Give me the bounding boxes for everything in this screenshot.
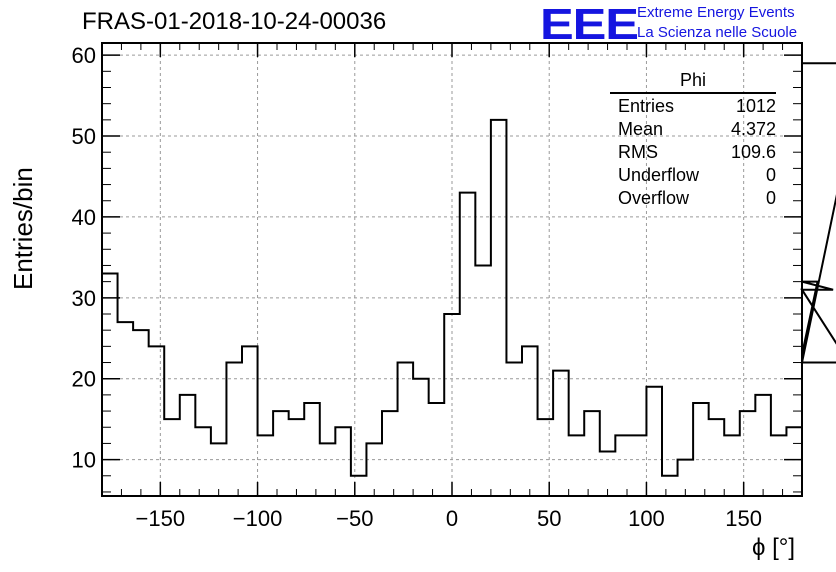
y-tick-label: 60 xyxy=(72,43,96,68)
x-tick-label: −100 xyxy=(233,506,283,531)
chart-title: FRAS-01-2018-10-24-00036 xyxy=(82,8,387,35)
stats-value: 0 xyxy=(765,188,776,208)
stats-box: Phi Entries 1012 Mean 4.372 RMS 109.6 Under… xyxy=(610,70,776,211)
y-tick-label: 20 xyxy=(72,367,96,392)
stats-value: 0 xyxy=(765,165,776,185)
eee-logo: EEE xyxy=(540,0,639,49)
stats-row: Entries 1012 xyxy=(610,96,776,119)
logo-line-1: Extreme Energy Events xyxy=(637,4,795,21)
x-tick-label: 0 xyxy=(446,506,458,531)
stats-label: RMS xyxy=(618,142,658,162)
stats-title: Phi xyxy=(610,70,776,94)
y-tick-label: 40 xyxy=(72,205,96,230)
y-tick-label: 50 xyxy=(72,124,96,149)
stats-value: 1012 xyxy=(735,96,776,116)
stats-row: RMS 109.6 xyxy=(610,142,776,165)
y-tick-label: 30 xyxy=(72,286,96,311)
tick-labels: −150 −100 −50 0 50 100 150 10 20 30 40 50 60 xyxy=(72,43,763,531)
y-tick-label: 10 xyxy=(72,448,96,473)
x-axis-label: ϕ [°] xyxy=(752,534,796,561)
stats-row: Mean 4.372 xyxy=(610,119,776,142)
x-tick-label: 150 xyxy=(725,506,762,531)
stats-label: Entries xyxy=(618,96,675,116)
y-axis-label: Entries/bin xyxy=(8,167,38,290)
x-tick-label: −150 xyxy=(136,506,186,531)
stats-label: Overflow xyxy=(618,188,690,208)
plot-frame xyxy=(101,42,803,497)
stats-label: Underflow xyxy=(618,165,700,185)
histogram-step-line xyxy=(102,62,836,477)
x-tick-label: 100 xyxy=(628,506,665,531)
stats-label: Mean xyxy=(618,119,664,139)
logo-line-2: La Scienza nelle Scuole xyxy=(637,24,798,41)
stats-value: 4.372 xyxy=(730,119,776,139)
stats-row: Underflow 0 xyxy=(610,165,776,188)
logo-caption: Extreme Energy Events La Scienza nelle S… xyxy=(637,3,797,43)
stats-row: Overflow 0 xyxy=(610,188,776,211)
axis-ticks xyxy=(102,43,802,496)
x-tick-label: 50 xyxy=(537,506,561,531)
stats-value: 109.6 xyxy=(730,142,776,162)
x-tick-label: −50 xyxy=(336,506,373,531)
